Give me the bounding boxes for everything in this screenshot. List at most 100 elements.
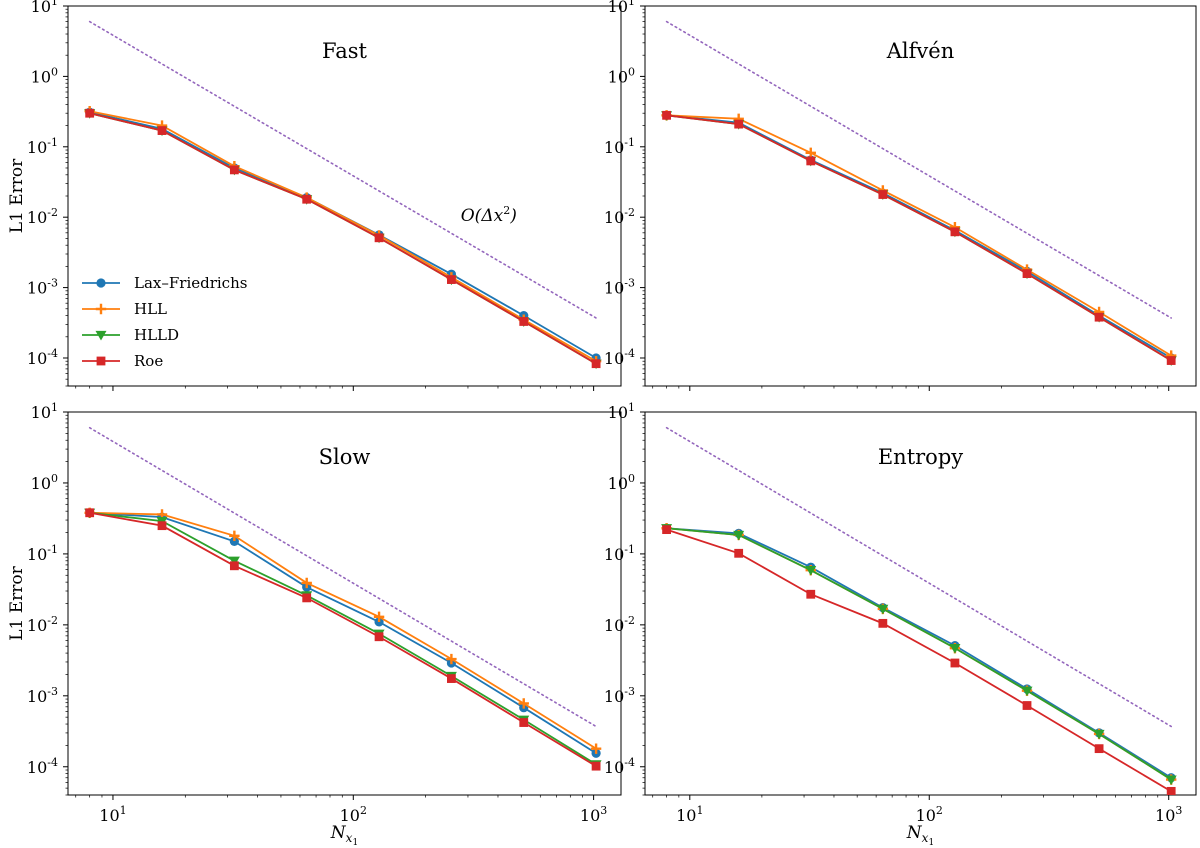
data-point <box>1166 356 1176 365</box>
data-point <box>1022 269 1032 279</box>
series-hlld <box>661 111 1177 367</box>
y-tick-label: 10-3 <box>27 685 58 706</box>
data-point <box>374 632 384 642</box>
panel-fast: 10-4 10-3 10-2 10-1 100 101 Fast O(Δx2) Lax–Frie… <box>27 0 622 391</box>
data-point <box>1165 775 1177 786</box>
series-line <box>666 528 1172 793</box>
x-tick-label: 101 <box>99 804 126 825</box>
data-point <box>733 530 745 541</box>
y-tick-label: 10-1 <box>604 543 635 564</box>
data-point <box>447 674 456 683</box>
data-point <box>805 566 817 576</box>
data-point <box>373 611 385 622</box>
data-point <box>229 530 240 541</box>
data-point <box>374 233 384 243</box>
series-line <box>89 511 597 766</box>
x-tick-label: 102 <box>916 804 943 825</box>
data-point <box>878 618 888 628</box>
y-tick-label: 101 <box>31 401 58 422</box>
data-point <box>302 593 312 603</box>
data-point <box>519 317 529 326</box>
series-line <box>89 511 597 755</box>
data-point <box>1022 701 1032 710</box>
data-point <box>733 113 744 124</box>
plot-area <box>84 20 602 370</box>
data-point <box>1093 306 1105 318</box>
y-tick-label: 10-3 <box>604 685 635 706</box>
legend-marker <box>95 303 107 315</box>
data-point <box>446 653 457 665</box>
data-point <box>157 126 167 135</box>
y-tick-label: 10-2 <box>27 206 58 227</box>
series-laxfriedrichs <box>661 110 1176 363</box>
legend: Lax–Friedrichs HLL HLLD Roe <box>82 274 247 370</box>
y-tick-label: 10-1 <box>27 543 58 564</box>
data-point <box>301 577 312 589</box>
data-point <box>85 108 95 118</box>
y-tick-label: 101 <box>31 0 58 16</box>
x-axis-label: Nx1 <box>330 823 358 848</box>
y-tick-label: 10-2 <box>604 206 635 227</box>
plot-area <box>661 426 1177 795</box>
plot-area <box>661 20 1177 367</box>
data-point <box>1166 786 1176 795</box>
x-tick-label: 101 <box>676 804 703 825</box>
y-tick-label: 10-2 <box>27 614 58 635</box>
legend-item: Roe <box>82 352 163 370</box>
data-point <box>950 658 960 668</box>
legend-marker <box>96 356 106 366</box>
y-tick-label: 100 <box>31 65 58 86</box>
legend-item: HLL <box>82 300 167 318</box>
series-roe <box>662 525 1176 795</box>
data-point <box>518 698 529 709</box>
order-annotation: O(Δx2) <box>461 204 517 226</box>
x-tick-label: 103 <box>580 804 607 825</box>
data-point <box>806 589 816 599</box>
legend-marker <box>95 330 107 341</box>
legend-label: Lax–Friedrichs <box>134 274 247 292</box>
plot-frame <box>67 411 622 796</box>
data-point <box>229 536 239 547</box>
data-point <box>950 227 960 237</box>
x-axis-label: Nx1 <box>906 823 934 848</box>
series-hlld <box>84 508 602 770</box>
series-roe <box>85 108 601 369</box>
y-tick-label: 10-4 <box>27 756 58 777</box>
y-tick-label: 10-2 <box>604 614 635 635</box>
plot-frame <box>644 411 1197 796</box>
data-point <box>878 190 888 199</box>
y-tick-label: 10-3 <box>604 277 635 298</box>
y-tick-label: 10-3 <box>27 277 58 298</box>
legend-label: Roe <box>134 352 163 370</box>
data-point <box>591 359 601 369</box>
data-point <box>662 525 671 535</box>
data-point <box>591 761 601 771</box>
y-tick-label: 10-1 <box>27 136 58 157</box>
series-line <box>89 112 597 365</box>
data-point <box>590 743 602 754</box>
series-line <box>89 511 597 767</box>
series-line <box>666 527 1172 781</box>
series-laxfriedrichs <box>661 523 1176 783</box>
y-tick-label: 101 <box>608 0 635 16</box>
data-point <box>949 643 961 654</box>
y-tick-label: 101 <box>608 401 635 422</box>
series-line <box>666 114 1172 362</box>
data-point <box>1021 686 1033 697</box>
legend-item: Lax–Friedrichs <box>82 274 247 292</box>
legend-item: HLLD <box>82 326 179 344</box>
series-roe <box>85 508 601 771</box>
y-axis-label: L1 Error <box>7 158 27 233</box>
panel-alfvn: 10-4 10-3 10-2 10-1 100 101 Alfvén <box>604 0 1197 391</box>
data-point <box>156 509 168 520</box>
data-point <box>1094 312 1104 322</box>
data-point <box>877 604 889 615</box>
series-hll <box>661 110 1177 361</box>
series-line <box>666 114 1172 362</box>
data-point <box>519 718 529 727</box>
legend-label: HLL <box>134 300 167 318</box>
x-tick-label: 102 <box>340 804 367 825</box>
series-line <box>666 114 1172 357</box>
y-tick-label: 100 <box>608 65 635 86</box>
data-point <box>949 222 961 233</box>
